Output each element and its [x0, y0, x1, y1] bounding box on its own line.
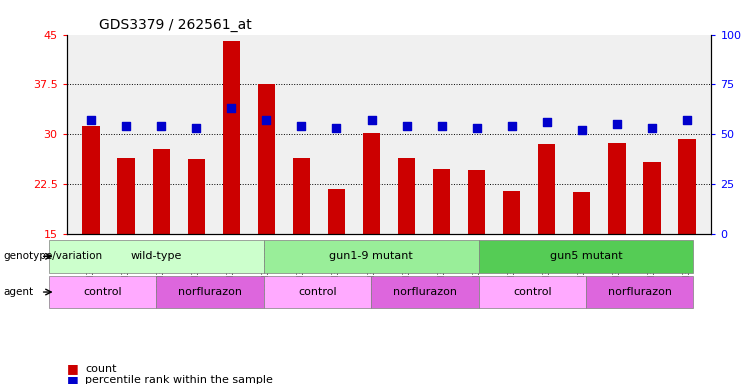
Text: control: control	[513, 287, 551, 297]
Bar	[573, 192, 591, 234]
Text: count: count	[85, 364, 117, 374]
Bar	[118, 158, 135, 234]
Bar	[538, 144, 556, 234]
Point	[576, 127, 588, 134]
Text: gun1-9 mutant: gun1-9 mutant	[329, 251, 413, 262]
Text: ■: ■	[67, 362, 79, 375]
Point	[261, 118, 273, 124]
Text: GDS3379 / 262561_at: GDS3379 / 262561_at	[99, 18, 252, 32]
Text: wild-type: wild-type	[130, 251, 182, 262]
Bar	[222, 41, 240, 234]
Point	[156, 123, 167, 129]
Point	[85, 118, 97, 124]
Bar	[187, 159, 205, 234]
Bar	[82, 126, 100, 234]
Text: control: control	[298, 287, 336, 297]
Point	[401, 123, 413, 129]
Bar	[468, 170, 485, 234]
Point	[190, 125, 202, 131]
Bar	[363, 133, 380, 234]
Bar	[608, 143, 625, 234]
Text: control: control	[83, 287, 122, 297]
Point	[365, 118, 377, 124]
Point	[505, 123, 517, 129]
Bar	[328, 189, 345, 234]
Point	[225, 105, 237, 111]
Point	[541, 119, 553, 126]
Bar	[503, 191, 520, 234]
Bar	[293, 158, 310, 234]
Bar	[678, 139, 696, 234]
Bar	[433, 169, 451, 234]
Text: norflurazon: norflurazon	[178, 287, 242, 297]
Point	[646, 125, 658, 131]
Bar	[153, 149, 170, 234]
Text: genotype/variation: genotype/variation	[4, 251, 103, 262]
Bar	[398, 158, 415, 234]
Bar	[643, 162, 660, 234]
Point	[330, 125, 342, 131]
Text: norflurazon: norflurazon	[393, 287, 457, 297]
Text: agent: agent	[4, 287, 34, 297]
Point	[611, 121, 622, 127]
Bar	[258, 84, 275, 234]
Text: ■: ■	[67, 374, 79, 384]
Point	[296, 123, 308, 129]
Point	[681, 118, 693, 124]
Point	[120, 123, 132, 129]
Text: gun5 mutant: gun5 mutant	[550, 251, 622, 262]
Point	[471, 125, 482, 131]
Text: norflurazon: norflurazon	[608, 287, 672, 297]
Point	[436, 123, 448, 129]
Text: percentile rank within the sample: percentile rank within the sample	[85, 375, 273, 384]
